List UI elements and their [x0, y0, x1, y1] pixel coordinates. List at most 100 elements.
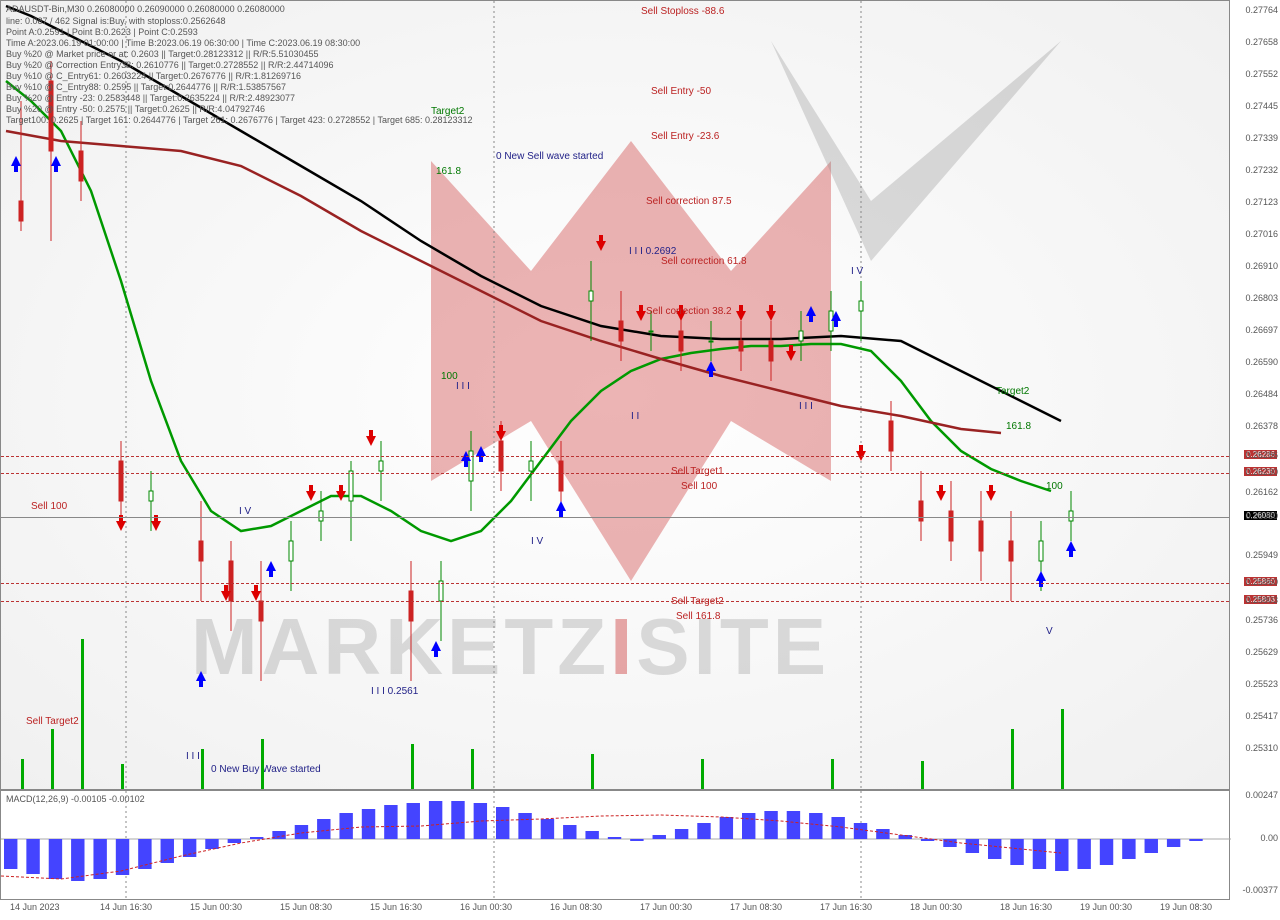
wave-label: I I I 0.2561: [371, 686, 418, 697]
sell-label: Sell Stoploss -88.6: [641, 6, 724, 17]
fib-label: 100: [441, 371, 458, 382]
y-tick: 0.25417: [1245, 711, 1278, 721]
y-tick: 0.26590: [1245, 357, 1278, 367]
volume-bar: [51, 729, 54, 789]
price-level-line: [1, 473, 1229, 474]
wave-label: V: [1046, 626, 1053, 637]
info-line: Buy %10 @ C_Entry61: 0.2603224 || Target…: [6, 71, 301, 81]
wave-label: I V: [239, 506, 251, 517]
info-line: Buy %20 @ Correction Entry38: 0.2610776 …: [6, 60, 334, 70]
volume-bar: [921, 761, 924, 789]
x-axis: 14 Jun 2023 14 Jun 16:30 15 Jun 00:30 15 Ju…: [0, 900, 1230, 920]
wave-label: I V: [531, 536, 543, 547]
y-tick: 0.25736: [1245, 615, 1278, 625]
sell-label: Sell correction 87.5: [646, 196, 732, 207]
y-tick: 0.26803: [1245, 293, 1278, 303]
symbol-line: ADAUSDT-Bin,M30 0.26080000 0.26090000 0.…: [6, 4, 285, 14]
sell-label: Sell 161.8: [676, 611, 720, 622]
y-tick: 0.26484: [1245, 389, 1278, 399]
sell-label: Sell Entry -50: [651, 86, 711, 97]
x-tick: 15 Jun 00:30: [190, 902, 242, 912]
sell-label: Sell correction 38.2: [646, 306, 732, 317]
y-tick: 0.26910: [1245, 261, 1278, 271]
y-axis-macd: 0.00247 0.00 -0.00377: [1230, 790, 1280, 900]
info-line: Buy %10 @ C_Entry88: 0.2595 || Target:0.…: [6, 82, 286, 92]
wave-label: I I I: [799, 401, 813, 412]
fib-label: 100: [1046, 481, 1063, 492]
info-line: Buy %20 @ Market price or at: 0.2603 || …: [6, 49, 319, 59]
x-tick: 15 Jun 08:30: [280, 902, 332, 912]
volume-bar: [1011, 729, 1014, 789]
price-level-line: [1, 583, 1229, 584]
volume-bar: [121, 764, 124, 789]
fib-label: 161.8: [1006, 421, 1031, 432]
volume-bar: [701, 759, 704, 789]
info-line: Target100: 0.2625 | Target 161: 0.264477…: [6, 115, 473, 125]
volume-bar: [21, 759, 24, 789]
y-tick: 0.00: [1260, 833, 1278, 843]
x-tick: 14 Jun 16:30: [100, 902, 152, 912]
y-tick: 0.25860: [1245, 577, 1278, 587]
x-tick: 18 Jun 00:30: [910, 902, 962, 912]
y-tick: 0.00247: [1245, 790, 1278, 800]
x-tick: 19 Jun 08:30: [1160, 902, 1212, 912]
y-tick: 0.27764: [1245, 5, 1278, 15]
info-line: Buy %20 @ Entry -23: 0.2583448 || Target…: [6, 93, 295, 103]
y-tick: 0.26230: [1245, 467, 1278, 477]
x-tick: 14 Jun 2023: [10, 902, 60, 912]
target-label: Target2: [996, 386, 1029, 397]
y-tick: 0.27552: [1245, 69, 1278, 79]
macd-svg: [1, 791, 1231, 901]
wave-label: I V: [851, 266, 863, 277]
y-tick: 0.27339: [1245, 133, 1278, 143]
wave-label: 0 New Sell wave started: [496, 151, 603, 162]
y-tick: 0.26697: [1245, 325, 1278, 335]
x-tick: 18 Jun 16:30: [1000, 902, 1052, 912]
price-level-line: [1, 456, 1229, 457]
y-tick: 0.26286: [1245, 450, 1278, 460]
volume-bar: [201, 749, 204, 789]
x-tick: 19 Jun 00:30: [1080, 902, 1132, 912]
wave-label: I I I 0.2692: [629, 246, 676, 257]
y-tick: -0.00377: [1242, 885, 1278, 895]
sell-label: Sell Entry -23.6: [651, 131, 719, 142]
y-tick: 0.25803: [1245, 595, 1278, 605]
wave-label: I I I: [456, 381, 470, 392]
x-tick: 17 Jun 16:30: [820, 902, 872, 912]
target-label: Target2: [431, 106, 464, 117]
y-tick: 0.25523: [1245, 679, 1278, 689]
sell-label: Sell 100: [681, 481, 717, 492]
volume-bar: [261, 739, 264, 789]
y-tick: 0.27232: [1245, 165, 1278, 175]
volume-bar: [831, 759, 834, 789]
volume-bar: [471, 749, 474, 789]
sell-label: Sell 100: [31, 501, 67, 512]
info-line: Time A:2023.06.19 01:00:00 | Time B:2023…: [6, 38, 360, 48]
wave-label: I I I: [186, 751, 200, 762]
x-tick: 16 Jun 00:30: [460, 902, 512, 912]
y-tick: 0.26162: [1245, 487, 1278, 497]
x-tick: 15 Jun 16:30: [370, 902, 422, 912]
wave-label: 0 New Buy Wave started: [211, 764, 321, 775]
volume-bar: [81, 639, 84, 789]
y-tick: 0.25949: [1245, 550, 1278, 560]
sell-label: Sell Target1: [671, 466, 724, 477]
fib-label: 161.8: [436, 166, 461, 177]
y-tick: 0.26378: [1245, 421, 1278, 431]
x-tick: 17 Jun 08:30: [730, 902, 782, 912]
sell-label: Sell correction 61.8: [661, 256, 747, 267]
sell-label: Sell Target2: [26, 716, 79, 727]
y-tick: 0.27123: [1245, 197, 1278, 207]
y-tick: 0.25629: [1245, 647, 1278, 657]
y-tick: 0.27016: [1245, 229, 1278, 239]
info-line: Point A:0.2591 | Point B:0.2623 | Point …: [6, 27, 198, 37]
volume-bar: [591, 754, 594, 789]
info-line: Buy %20 @ Entry -50: 0.2575 || Target:0.…: [6, 104, 265, 114]
volume-bar: [1061, 709, 1064, 789]
macd-panel[interactable]: MACD(12,26,9) -0.00105 -0.00102: [0, 790, 1230, 900]
y-tick: 0.27445: [1245, 101, 1278, 111]
y-tick: 0.25310: [1245, 743, 1278, 753]
x-tick: 17 Jun 00:30: [640, 902, 692, 912]
price-level-line: [1, 601, 1229, 602]
main-chart-panel[interactable]: MARKETZISITE ADAUSDT-Bin,M30 0.26080000 …: [0, 0, 1230, 790]
